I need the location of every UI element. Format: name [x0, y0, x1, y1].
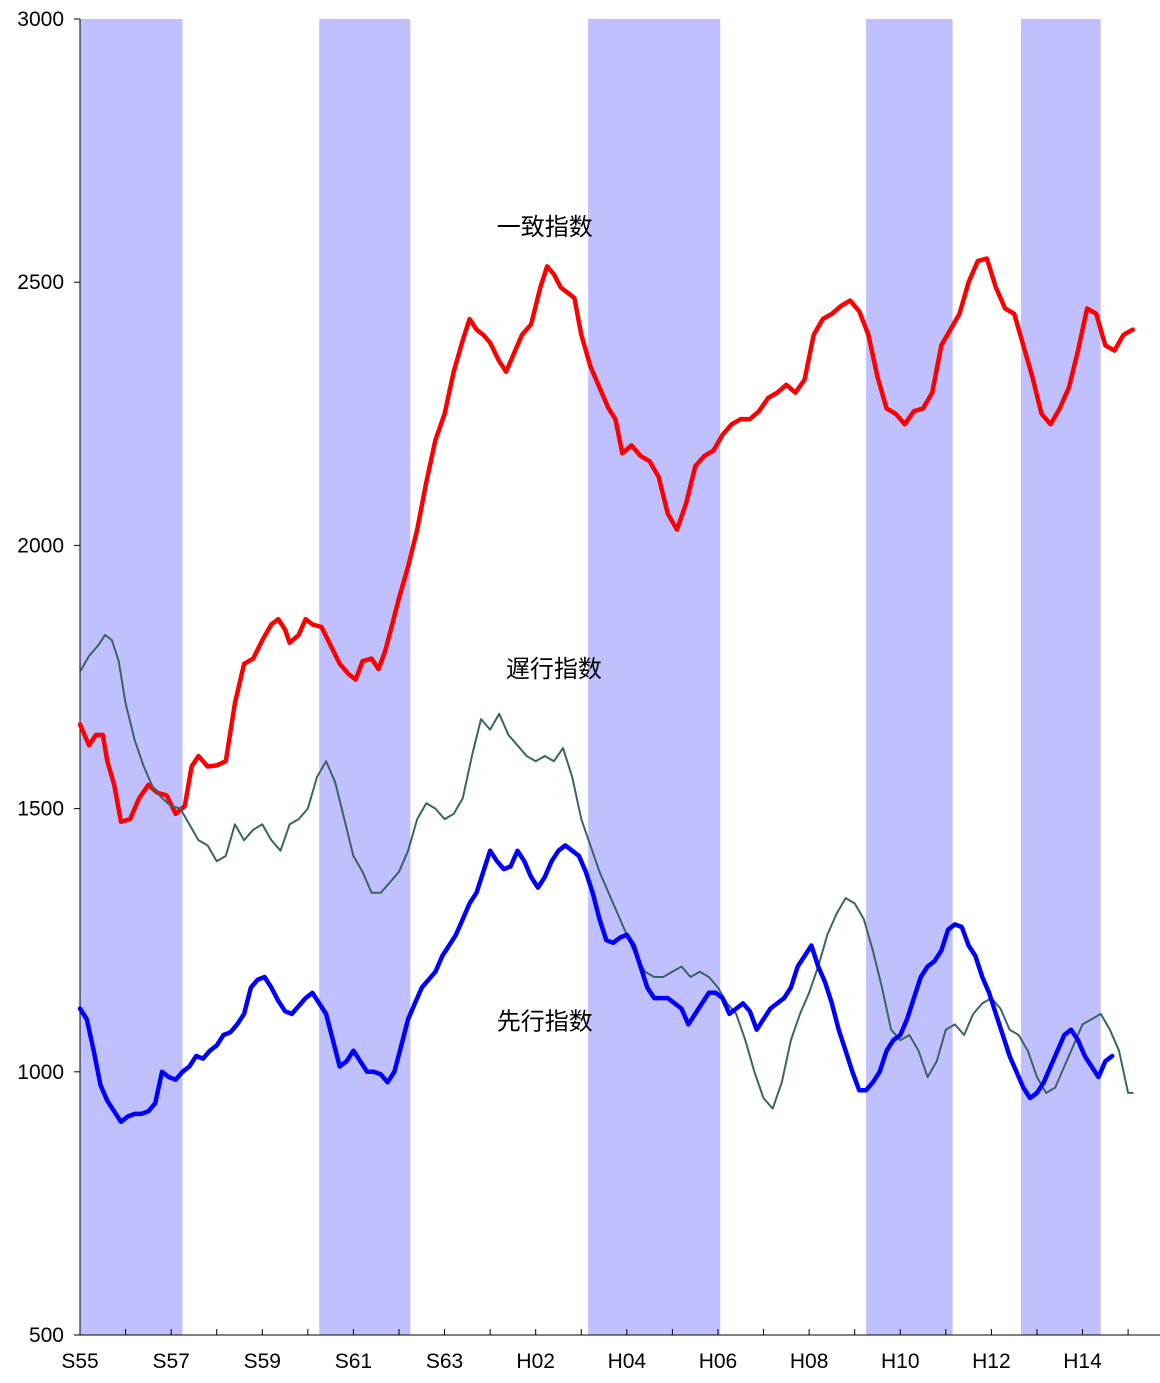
axes: 500 1000 1500 2000 2500 3000 S55 S57 S59 S61 S63 H0…	[17, 8, 1160, 1373]
x-tick-label: H10	[881, 1350, 920, 1373]
x-tick-label: H02	[516, 1350, 555, 1373]
y-tick-label: 1500	[17, 798, 64, 821]
x-tick-label: S57	[152, 1350, 189, 1373]
y-tick-label: 2500	[17, 271, 64, 294]
series-label-1: 遅行指数	[506, 655, 602, 683]
recession-band-4	[1021, 19, 1101, 1335]
recession-band-2	[588, 19, 721, 1335]
x-tick-label: H06	[699, 1350, 738, 1373]
recession-bands	[80, 19, 1101, 1335]
series-line-0	[77, 256, 1135, 825]
recession-band-1	[319, 19, 411, 1335]
x-tick-label: S63	[426, 1350, 463, 1373]
recession-band-3	[866, 19, 953, 1335]
x-tick-label: H04	[608, 1350, 647, 1373]
series-label-2: 先行指数	[497, 1008, 593, 1036]
x-tick-label: H14	[1063, 1350, 1102, 1373]
series-lines	[77, 256, 1135, 1125]
x-tick-label: H12	[972, 1350, 1011, 1373]
x-tick-label: H08	[790, 1350, 829, 1373]
y-tick-label: 3000	[17, 8, 64, 31]
series-line-2	[77, 843, 1115, 1125]
y-tick-label: 1000	[17, 1061, 64, 1084]
series-label-0: 一致指数	[497, 213, 593, 241]
x-tick-label: S61	[335, 1350, 372, 1373]
x-tick-label: S55	[61, 1350, 98, 1373]
x-tick-label: S59	[244, 1350, 281, 1373]
y-tick-label: 2000	[17, 534, 64, 557]
y-tick-label: 500	[29, 1324, 64, 1347]
recession-band-0	[80, 19, 183, 1335]
series-line-1	[79, 633, 1134, 1110]
